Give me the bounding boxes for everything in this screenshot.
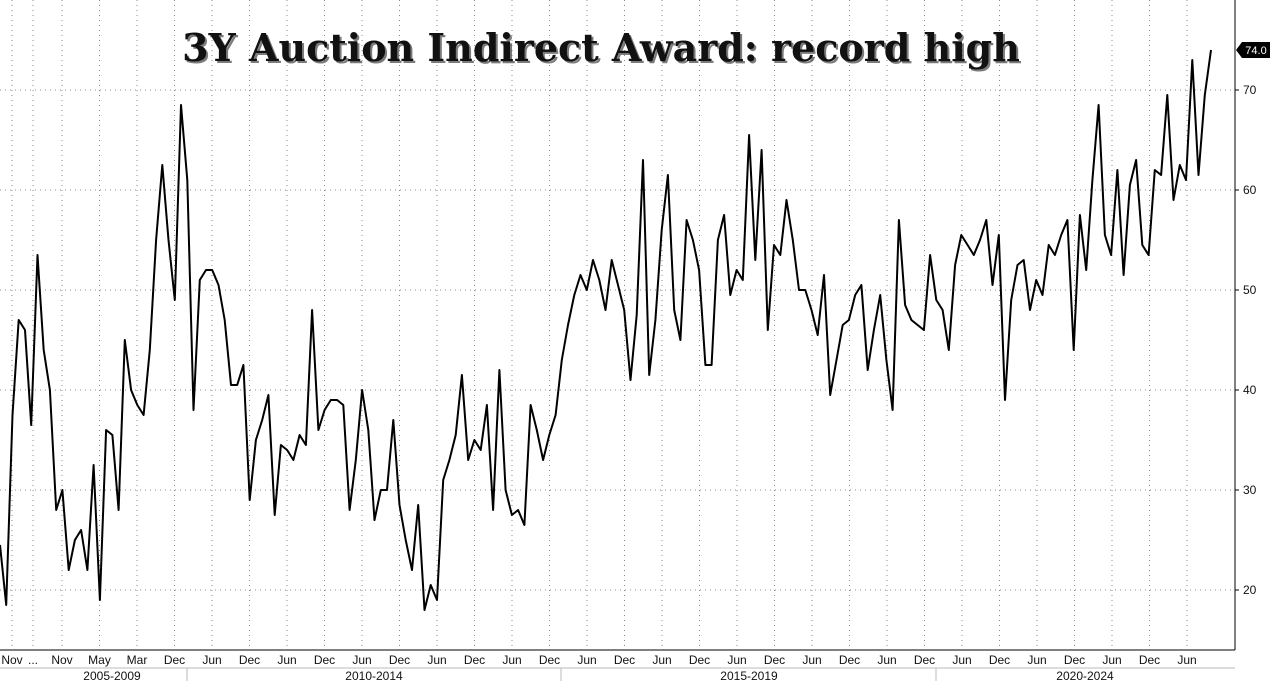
x-tick-label: ... xyxy=(28,653,38,667)
x-axis: Nov... Nov May Mar Dec Jun Dec Jun Dec Jun Dec Jun D… xyxy=(1,653,1196,667)
x-tick-label: Dec xyxy=(314,653,335,667)
chart-title-shadow: 3Y Auction Indirect Award: record high xyxy=(184,27,1022,72)
x-tick-label: Jun xyxy=(1177,653,1196,667)
x-tick-label: Dec xyxy=(539,653,560,667)
x-tick-label: May xyxy=(88,653,111,667)
x-tick-label: Dec xyxy=(614,653,635,667)
x-tick-label: Jun xyxy=(802,653,821,667)
x-tick-label: Jun xyxy=(1027,653,1046,667)
x-tick-label: Jun xyxy=(502,653,521,667)
x-tick-label: Jun xyxy=(952,653,971,667)
x-tick-label: Jun xyxy=(577,653,596,667)
x-tick-label: Nov xyxy=(51,653,72,667)
period-axis: 2005-2009 2010-2014 2015-2019 2020-2024 xyxy=(83,668,1114,681)
x-tick-label: Dec xyxy=(1064,653,1085,667)
x-tick-label: Dec xyxy=(239,653,260,667)
period-label: 2015-2019 xyxy=(720,669,778,681)
x-tick-label: Jun xyxy=(727,653,746,667)
last-value-label: 74.0 xyxy=(1245,45,1266,57)
series xyxy=(0,49,1212,611)
x-tick-label: Dec xyxy=(989,653,1010,667)
y-tick-label: 30 xyxy=(1243,483,1257,497)
x-tick-label: Jun xyxy=(352,653,371,667)
x-tick-label: Dec xyxy=(764,653,785,667)
x-tick-label: Dec xyxy=(689,653,710,667)
x-tick-label: Nov xyxy=(1,653,22,667)
chart-title: 3Y Auction Indirect Award: record high xyxy=(182,25,1020,70)
series-line xyxy=(0,49,1212,611)
x-tick-label: Dec xyxy=(1139,653,1160,667)
period-label: 2020-2024 xyxy=(1056,669,1114,681)
y-tick-label: 70 xyxy=(1243,83,1257,97)
x-tick-label: Jun xyxy=(202,653,221,667)
x-tick-label: Dec xyxy=(914,653,935,667)
y-tick-label: 40 xyxy=(1243,383,1257,397)
x-tick-label: Jun xyxy=(427,653,446,667)
y-tick-label: 50 xyxy=(1243,283,1257,297)
x-tick-label: Dec xyxy=(464,653,485,667)
gridlines xyxy=(0,0,1235,650)
x-tick-label: Jun xyxy=(877,653,896,667)
period-label: 2010-2014 xyxy=(345,669,403,681)
x-tick-label: Dec xyxy=(164,653,185,667)
last-value-marker: 74.0 xyxy=(1236,42,1270,58)
x-tick-label: Dec xyxy=(389,653,410,667)
y-tick-label: 20 xyxy=(1243,583,1257,597)
x-tick-label: Jun xyxy=(652,653,671,667)
y-axis: 20 30 40 50 60 70 xyxy=(1235,83,1257,597)
x-tick-label: Mar xyxy=(127,653,148,667)
x-tick-label: Dec xyxy=(839,653,860,667)
x-tick-label: Jun xyxy=(277,653,296,667)
last-value-tag xyxy=(1236,42,1270,58)
x-tick-label: Jun xyxy=(1102,653,1121,667)
y-tick-label: 60 xyxy=(1243,183,1257,197)
period-label: 2005-2009 xyxy=(83,669,141,681)
